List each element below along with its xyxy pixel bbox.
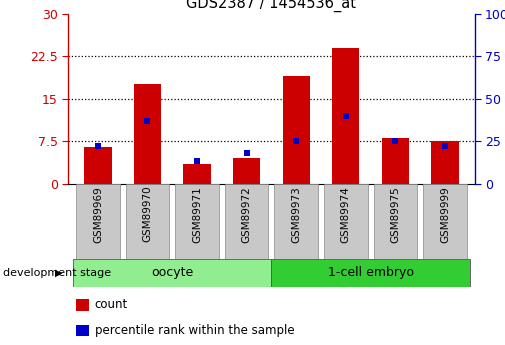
Text: GSM89970: GSM89970 — [142, 186, 153, 243]
Text: GSM89999: GSM89999 — [440, 186, 450, 243]
Text: 1-cell embryo: 1-cell embryo — [328, 266, 414, 279]
Bar — [175, 184, 219, 258]
Bar — [183, 164, 211, 184]
Bar — [73, 258, 272, 287]
Bar — [423, 184, 467, 258]
Text: percentile rank within the sample: percentile rank within the sample — [94, 324, 294, 337]
Bar — [225, 184, 269, 258]
Text: oocyte: oocyte — [151, 266, 193, 279]
Bar — [332, 48, 360, 184]
Point — [292, 138, 300, 144]
Bar — [382, 138, 409, 184]
Text: GSM89974: GSM89974 — [341, 186, 351, 243]
Bar — [283, 76, 310, 184]
Text: GSM89969: GSM89969 — [93, 186, 103, 243]
Bar — [274, 184, 318, 258]
Text: count: count — [94, 298, 128, 311]
Bar — [126, 184, 169, 258]
Bar — [374, 184, 417, 258]
Text: GSM89975: GSM89975 — [390, 186, 400, 243]
Text: development stage: development stage — [3, 268, 111, 277]
Point — [143, 118, 152, 124]
Bar — [233, 158, 260, 184]
Text: GSM89972: GSM89972 — [242, 186, 251, 243]
Bar — [134, 85, 161, 184]
Text: GSM89971: GSM89971 — [192, 186, 202, 243]
Text: GSM89973: GSM89973 — [291, 186, 301, 243]
Point — [242, 150, 250, 156]
Point — [391, 138, 399, 144]
Bar — [272, 258, 470, 287]
Title: GDS2387 / 1454536_at: GDS2387 / 1454536_at — [186, 0, 357, 12]
Point — [441, 144, 449, 149]
Point — [342, 113, 350, 118]
Bar — [76, 299, 89, 310]
Bar — [84, 147, 112, 184]
Point — [94, 144, 102, 149]
Bar — [324, 184, 368, 258]
Point — [193, 159, 201, 164]
Text: ▶: ▶ — [56, 268, 63, 277]
Bar — [76, 325, 89, 336]
Bar — [431, 141, 459, 184]
Bar — [76, 184, 120, 258]
